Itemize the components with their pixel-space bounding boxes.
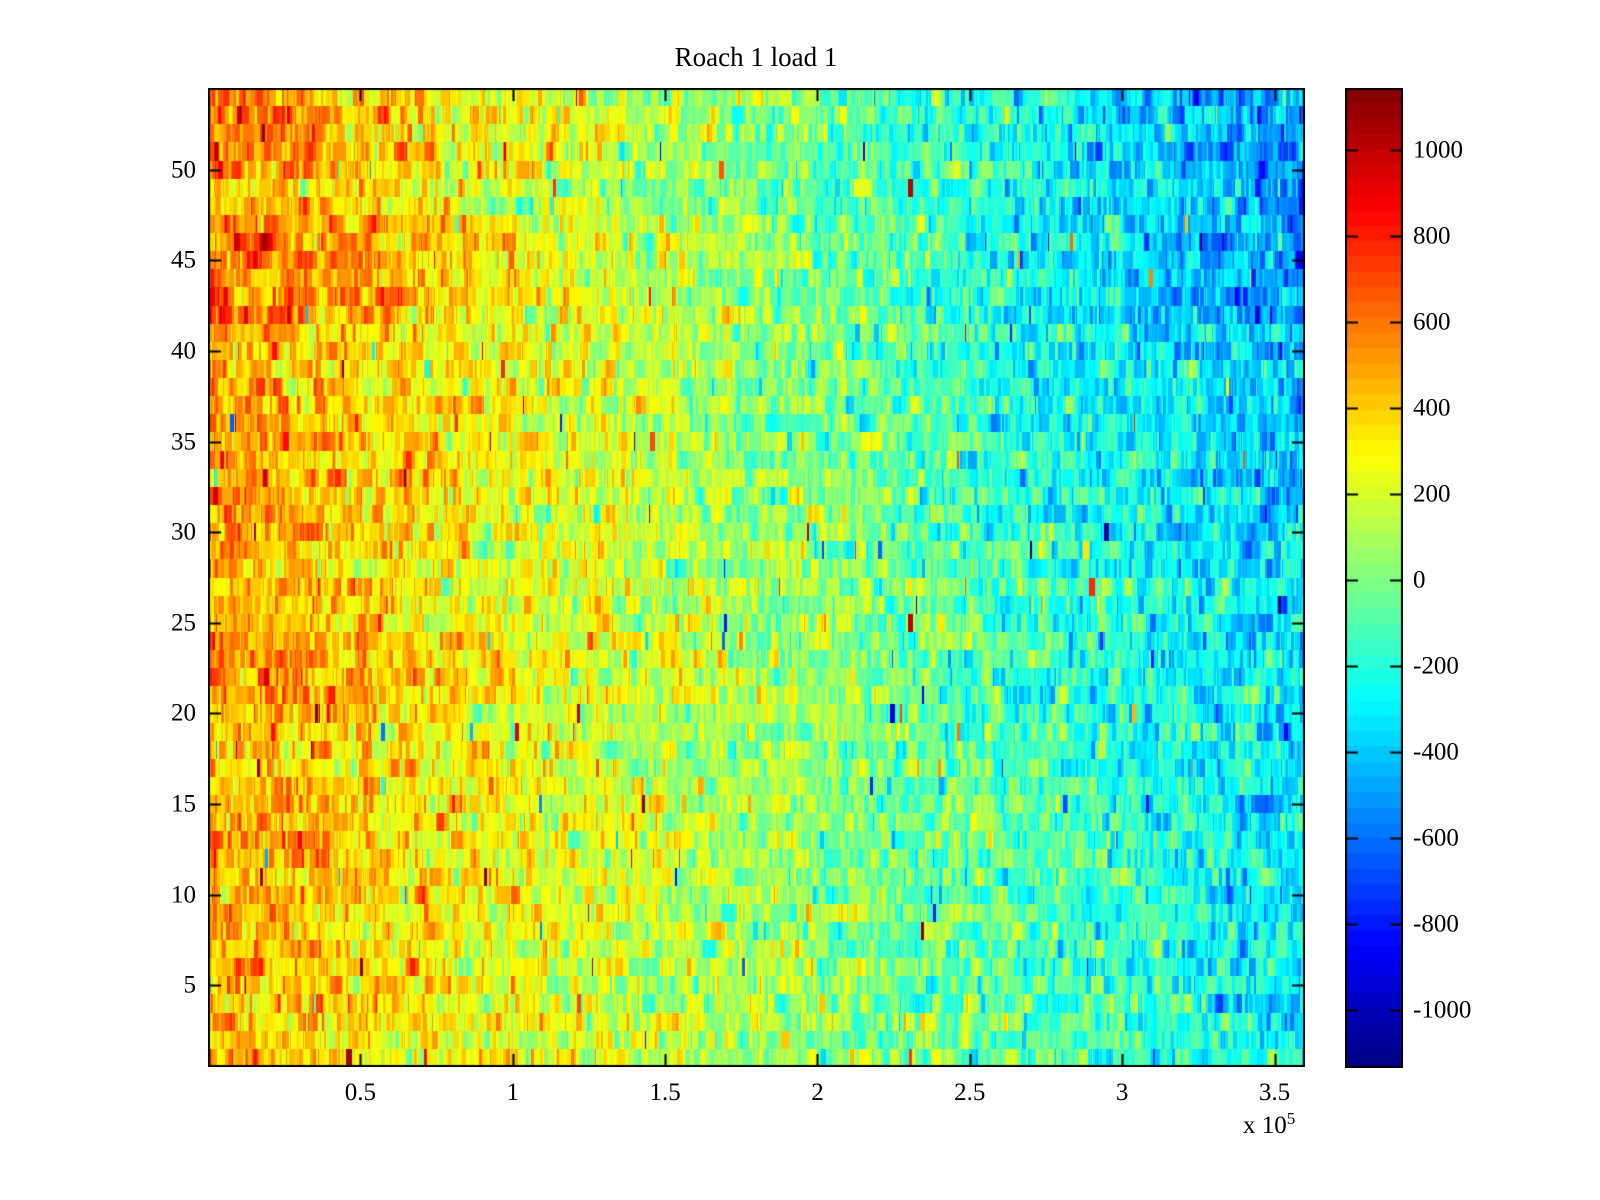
colorbar-tick-label: -1000 bbox=[1413, 996, 1472, 1024]
colorbar-tick-label: 1000 bbox=[1413, 136, 1463, 164]
y-axis-tick-label: 30 bbox=[171, 518, 196, 546]
x-axis-tick-label: 2 bbox=[811, 1079, 824, 1106]
colorbar-tick-label: 800 bbox=[1413, 222, 1451, 250]
y-axis-tick-label: 10 bbox=[171, 881, 196, 909]
y-axis-tick-label: 40 bbox=[171, 337, 196, 365]
x-axis-multiplier-text: x 10 bbox=[1243, 1112, 1287, 1139]
colorbar bbox=[1345, 88, 1403, 1068]
colorbar-tick-label: 600 bbox=[1413, 308, 1451, 336]
colorbar-tick-label: -800 bbox=[1413, 910, 1459, 938]
colorbar-tick-label: -600 bbox=[1413, 824, 1459, 852]
y-axis-tick-label: 5 bbox=[183, 971, 197, 999]
y-axis-tick-label: 20 bbox=[171, 699, 196, 727]
x-axis-exponent-value: 5 bbox=[1286, 1109, 1296, 1128]
colorbar-tick-label: 0 bbox=[1413, 566, 1426, 594]
x-axis-tick-label: 3.5 bbox=[1258, 1079, 1291, 1106]
x-axis-exponent-label: x 105 bbox=[1243, 1109, 1296, 1140]
colorbar-tick-label: 200 bbox=[1413, 480, 1451, 508]
x-axis-tick-label: 0.5 bbox=[344, 1079, 376, 1106]
y-axis-tick-label: 35 bbox=[171, 428, 196, 456]
x-axis-tick-label: 1 bbox=[506, 1079, 519, 1106]
x-axis-tick-label: 3 bbox=[1115, 1079, 1129, 1106]
x-axis-tick-label: 2.5 bbox=[954, 1079, 986, 1106]
colorbar-tick-label: -200 bbox=[1413, 652, 1459, 680]
y-axis-tick-label: 50 bbox=[171, 156, 196, 184]
y-axis-tick-label: 45 bbox=[171, 246, 196, 274]
colorbar-tick-label: 400 bbox=[1413, 394, 1451, 422]
plot-title: Roach 1 load 1 bbox=[674, 42, 838, 72]
y-axis-tick-label: 15 bbox=[171, 790, 196, 818]
colorbar-tick-label: -400 bbox=[1413, 738, 1459, 766]
heatmap-plot-area bbox=[208, 88, 1305, 1067]
y-axis-tick-label: 25 bbox=[171, 609, 196, 637]
x-axis-tick-label: 1.5 bbox=[649, 1079, 681, 1106]
